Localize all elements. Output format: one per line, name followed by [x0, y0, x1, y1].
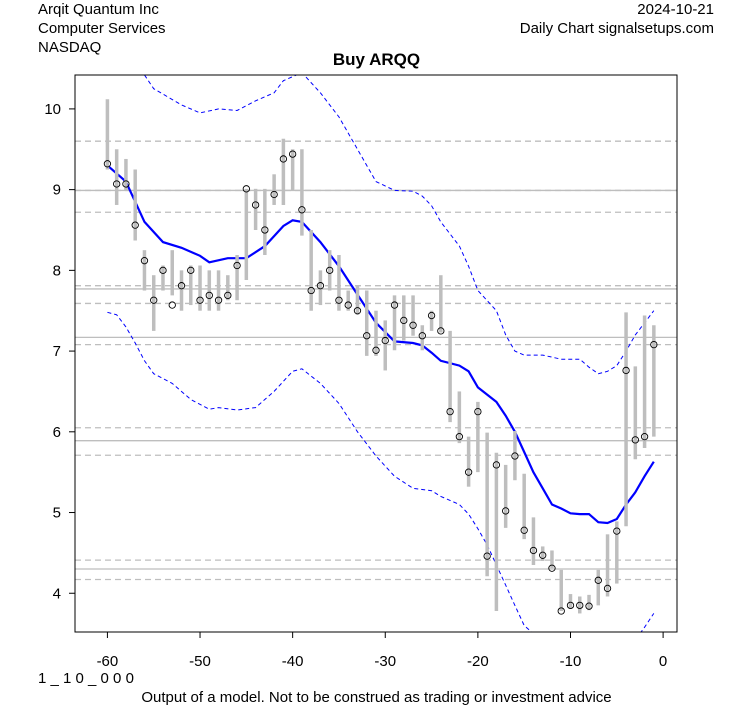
- close-point: [529, 546, 538, 555]
- x-tick-label: -40: [282, 653, 304, 670]
- plot-frame: [74, 74, 678, 633]
- close-point: [140, 257, 149, 265]
- close-point: [427, 311, 436, 320]
- close-point: [298, 206, 306, 214]
- close-point: [492, 461, 501, 469]
- close-point: [446, 407, 454, 416]
- close-point: [214, 296, 223, 304]
- close-point: [409, 321, 417, 329]
- chart-title: Buy ARQQ: [332, 50, 421, 69]
- close-point: [594, 576, 602, 584]
- plot-area: [75, 75, 677, 632]
- close-point: [205, 291, 213, 300]
- y-tick-label: 9: [53, 182, 61, 199]
- close-point: [613, 527, 621, 535]
- close-point: [224, 291, 232, 300]
- close-point: [150, 296, 158, 304]
- x-tick-label: -20: [467, 653, 489, 670]
- disclaimer: Output of a model. Not to be construed a…: [141, 689, 612, 706]
- close-point: [557, 607, 565, 615]
- upper-band-line: [144, 75, 655, 375]
- sector: Computer Services: [38, 20, 166, 37]
- close-point: [316, 282, 325, 290]
- close-point: [270, 190, 278, 199]
- close-point: [640, 432, 649, 441]
- close-point: [168, 301, 176, 309]
- lower-band-b-line: [640, 613, 655, 632]
- close-point: [372, 346, 380, 354]
- close-point: [122, 180, 130, 188]
- close-point: [539, 551, 547, 559]
- y-tick-label: 5: [53, 505, 61, 522]
- company-name: Arqit Quantum Inc: [38, 1, 159, 18]
- close-point: [159, 266, 167, 275]
- close-point: [520, 526, 528, 534]
- close-point: [131, 221, 139, 229]
- y-tick-label: 7: [53, 343, 61, 360]
- close-point: [566, 601, 575, 610]
- close-point: [261, 226, 269, 234]
- close-point: [103, 160, 112, 168]
- close-point: [381, 336, 389, 345]
- close-point: [353, 307, 362, 315]
- close-point: [464, 468, 473, 476]
- chart-date: 2024-10-21: [637, 1, 714, 18]
- y-tick-label: 4: [53, 585, 61, 602]
- close-point: [502, 507, 510, 515]
- x-tick-label: -30: [374, 653, 396, 670]
- x-tick-label: -10: [560, 653, 582, 670]
- x-tick-label: -50: [189, 653, 211, 670]
- close-point: [390, 301, 399, 309]
- close-point: [622, 366, 630, 375]
- close-point: [196, 296, 204, 304]
- x-tick-label: -60: [97, 653, 119, 670]
- close-point: [603, 584, 612, 593]
- close-point: [363, 332, 371, 340]
- close-point: [326, 266, 334, 275]
- close-point: [113, 180, 121, 188]
- y-tick-label: 6: [53, 424, 61, 441]
- close-point: [474, 407, 482, 416]
- model-code: 1 _ 1 0 _ 0 0 0: [38, 670, 134, 687]
- x-tick-label: 0: [659, 653, 667, 670]
- close-point: [288, 150, 297, 158]
- close-point: [400, 316, 408, 325]
- close-point: [511, 452, 519, 460]
- exchange: NASDAQ: [38, 39, 102, 56]
- close-point: [631, 436, 639, 444]
- close-point: [307, 286, 315, 295]
- close-point: [335, 296, 343, 304]
- close-point: [242, 185, 250, 193]
- y-tick-label: 8: [53, 262, 61, 279]
- close-point: [483, 552, 491, 560]
- close-point: [279, 155, 288, 163]
- close-point: [233, 261, 241, 270]
- close-point: [251, 201, 260, 209]
- chart-source: Daily Chart signalsetups.com: [519, 20, 714, 37]
- y-tick-label: 10: [44, 101, 61, 118]
- close-point: [548, 564, 556, 572]
- moving-average-line: [106, 164, 655, 525]
- close-point: [455, 432, 464, 441]
- close-point: [418, 332, 426, 340]
- close-point: [585, 602, 593, 610]
- close-point: [177, 282, 186, 290]
- close-point: [344, 301, 352, 309]
- close-point: [650, 340, 658, 349]
- close-point: [187, 266, 195, 275]
- close-point: [576, 601, 584, 610]
- close-point: [437, 327, 445, 335]
